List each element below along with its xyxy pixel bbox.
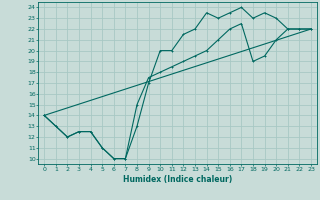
X-axis label: Humidex (Indice chaleur): Humidex (Indice chaleur) xyxy=(123,175,232,184)
